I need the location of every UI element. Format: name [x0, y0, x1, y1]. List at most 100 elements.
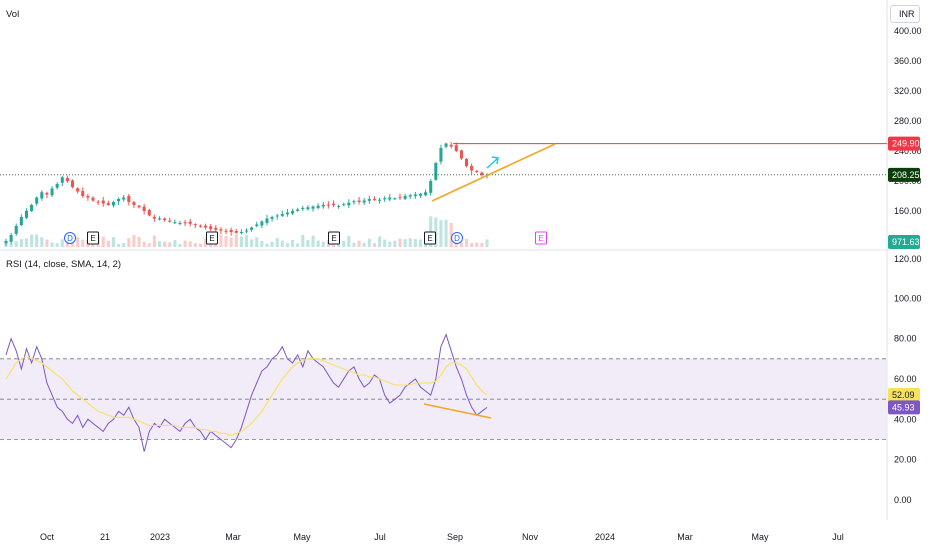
candle-body — [142, 206, 146, 211]
candle-body — [132, 202, 136, 205]
candle-body — [19, 217, 23, 226]
price-tick-label: 240.00 — [894, 146, 922, 156]
volume-bar — [301, 234, 305, 247]
volume-bar — [40, 237, 44, 247]
resistance-price-badge: 249.90 — [892, 139, 920, 149]
candle-body — [260, 221, 264, 226]
volume-bar — [321, 241, 325, 247]
candle-body — [106, 203, 110, 205]
candle-body — [65, 178, 69, 181]
last-price-badge-bg — [888, 167, 920, 182]
axes: 400.00360.00320.00280.00240.00200.00160.… — [40, 26, 922, 542]
candle-body — [111, 202, 115, 206]
volume-bar — [418, 239, 423, 247]
candle-body — [204, 225, 208, 228]
candle-body — [434, 163, 438, 180]
volume-bar — [393, 240, 397, 247]
volume-bar — [30, 234, 34, 247]
volume-bar — [306, 240, 310, 247]
candle-body — [255, 224, 259, 227]
rsi-tick-label: 40.00 — [894, 414, 917, 424]
time-tick-label: Nov — [522, 532, 539, 542]
volume-bar — [147, 243, 151, 247]
volume-bar — [347, 236, 351, 247]
candle-body — [127, 196, 131, 202]
time-tick-label: 2024 — [595, 532, 615, 542]
candle-body — [321, 205, 325, 207]
candle-body — [91, 197, 95, 201]
candle-body — [362, 200, 366, 203]
event-marker-label: D — [454, 234, 460, 243]
candle-body — [147, 210, 151, 216]
volume-bar — [157, 241, 162, 247]
volume-bar — [101, 236, 105, 247]
volume-label: Vol — [6, 9, 20, 20]
volume-bar — [127, 238, 131, 247]
candle-body — [342, 204, 346, 206]
dividend-icon — [64, 232, 76, 244]
candle-body — [480, 172, 484, 175]
rsi-tick-label: 60.00 — [894, 374, 917, 384]
event-marker-label: E — [427, 234, 432, 243]
candle-body — [393, 198, 397, 200]
volume-bar — [357, 240, 361, 247]
currency-selector[interactable]: INR — [890, 5, 920, 23]
candle-body — [183, 222, 187, 224]
candle-body — [178, 223, 182, 224]
volume-bar — [229, 237, 233, 247]
candle-body — [122, 197, 126, 200]
volume-bar — [224, 236, 228, 247]
volume-bar — [255, 237, 259, 247]
volume-bar — [219, 235, 223, 247]
candle-body — [378, 199, 382, 201]
candle-body — [86, 196, 90, 198]
candle-body — [280, 214, 284, 216]
candle-body — [357, 200, 361, 202]
candle-body — [219, 229, 223, 231]
volume-bar — [331, 243, 336, 247]
volume-bar — [444, 219, 448, 247]
candle-body — [229, 230, 233, 232]
volume-bar — [142, 241, 146, 247]
price-tick-label: 120.00 — [894, 254, 922, 264]
candle-body — [14, 226, 18, 234]
candle-body — [76, 188, 80, 192]
rsi-tick-label: 20.00 — [894, 455, 917, 465]
candle-body — [418, 193, 423, 196]
candle-body — [101, 200, 105, 204]
volume-bar — [383, 239, 387, 247]
dividend-icon — [451, 232, 463, 244]
rsi-value-badge-bg — [888, 400, 920, 415]
earnings-icon — [535, 231, 547, 245]
volume-bar — [117, 243, 121, 247]
candle-body — [316, 205, 320, 208]
volume-bar — [311, 235, 315, 247]
volume-bar — [342, 240, 346, 247]
rsi-lines — [5, 333, 492, 452]
candle-body — [464, 159, 469, 166]
breakout-arrow — [486, 156, 499, 169]
volume-bar — [76, 237, 80, 247]
last-price-badge: 208.25 — [892, 170, 920, 180]
price-tick-label: 360.00 — [894, 56, 922, 66]
candle-body — [331, 203, 336, 205]
time-tick-label: May — [293, 532, 311, 542]
event-marker-label: E — [331, 234, 336, 243]
candle-body — [239, 232, 243, 233]
candle-body — [244, 230, 249, 232]
rsi-value-badge: 45.93 — [892, 402, 915, 412]
candle-body — [403, 196, 407, 199]
candle-body — [347, 202, 351, 206]
event-marker-label: E — [90, 234, 95, 243]
volume-bar — [239, 236, 243, 247]
volume-bar — [19, 239, 23, 247]
candle-body — [470, 165, 474, 171]
candle-body — [337, 205, 341, 207]
volume-bar — [55, 243, 59, 247]
rsi-pane-title[interactable]: RSI (14, close, SMA, 14, 2) — [6, 259, 122, 270]
time-tick-label: 21 — [100, 532, 110, 542]
price-tick-label: 320.00 — [894, 86, 922, 96]
